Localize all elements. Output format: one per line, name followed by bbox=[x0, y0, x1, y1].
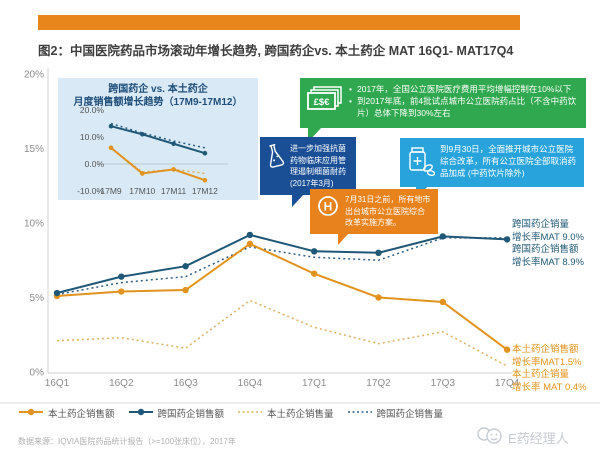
svg-text:5%: 5% bbox=[30, 293, 45, 304]
callout-antibiotic: 进一步加强抗菌药物临床应用管理遏制细菌耐药 (2017年3月) bbox=[260, 137, 356, 208]
chart-legend: 本土药企销售额 跨国药企销售额 本土药企销售量 跨国药企销售量 bbox=[18, 406, 443, 420]
inset-title: 跨国药企 vs. 本土药企 月度销售额增长趋势（17M9-17M12） bbox=[58, 83, 258, 109]
label-mnc-volume-1: 跨国药企销量 bbox=[512, 219, 570, 230]
figure-title: 图2：中国医院药品市场滚动年增长趋势, 跨国药企vs. 本土药企 MAT 16Q… bbox=[38, 44, 514, 58]
callout-tail bbox=[338, 232, 349, 245]
inset-title-line1: 跨国药企 vs. 本土药企 bbox=[108, 84, 208, 95]
legend-item-mnc-sales: 跨国药企销售额 bbox=[128, 406, 225, 420]
legend-item-mnc-volume: 跨国药企销售量 bbox=[347, 406, 444, 420]
svg-text:10.0%: 10.0% bbox=[80, 132, 105, 142]
svg-text:16Q2: 16Q2 bbox=[109, 378, 134, 389]
legend-label: 跨国药企销售量 bbox=[376, 409, 444, 420]
label-mnc-sales-2: 增长率MAT 8.9% bbox=[512, 256, 584, 268]
svg-text:17M12: 17M12 bbox=[192, 186, 218, 196]
local-end-labels: 本土药企销售额 增长率MAT1.5% 本土药企销量 增长率 MAT 0.4% bbox=[512, 344, 600, 394]
callout-fee-control: £$€ 2017年，全国公立医院医疗费用平均增幅控制在10%以下 到2017年底… bbox=[300, 78, 586, 142]
label-local-volume-2: 增长率 MAT 0.4% bbox=[512, 381, 587, 393]
inset-title-line2: 月度销售额增长趋势（17M9-17M12） bbox=[73, 97, 243, 108]
legend-marker-solid-orange bbox=[18, 407, 44, 420]
label-mnc-sales-1: 跨国药企销售额 bbox=[512, 244, 579, 255]
callout-hospital-reform-text: 到9月30日，全面推开城市公立医院综合改革，所有公立医院全部取消药品加成 (中药… bbox=[440, 144, 577, 178]
legend-marker-solid-blue bbox=[128, 407, 154, 420]
label-mnc-volume-2: 增长率MAT 9.0% bbox=[512, 231, 584, 243]
accent-bar bbox=[38, 15, 520, 30]
svg-text:17Q4: 17Q4 bbox=[495, 378, 520, 389]
legend-item-local-volume: 本土药企销售量 bbox=[237, 406, 334, 420]
svg-text:£$€: £$€ bbox=[314, 97, 331, 108]
svg-text:-10.0%: -10.0% bbox=[77, 186, 104, 196]
data-source-note: 数据来源：IQVIA医院药品统计报告（>=100张床位），2017年 bbox=[18, 437, 236, 446]
legend-label: 本土药企销售额 bbox=[48, 409, 115, 420]
svg-text:17M9: 17M9 bbox=[100, 186, 122, 196]
callout-fee-control-text: 2017年，全国公立医院医疗费用平均增幅控制在10%以下 到2017年底，前4批… bbox=[349, 84, 578, 120]
bottom-divider bbox=[0, 402, 600, 404]
callout-tail bbox=[292, 194, 304, 208]
callout-city-plan-text: 7月31日之前，所有地市出台城市公立医院综合改革实施方案。 bbox=[345, 195, 431, 228]
svg-text:10%: 10% bbox=[24, 219, 44, 230]
callout-city-plan: H 7月31日之前，所有地市出台城市公立医院综合改革实施方案。 bbox=[310, 189, 438, 245]
svg-text:20.0%: 20.0% bbox=[80, 105, 105, 115]
legend-label: 本土药企销售量 bbox=[267, 409, 334, 420]
multinational-end-labels: 跨国药企销量 增长率MAT 9.0% 跨国药企销售额 增长率MAT 8.9% bbox=[512, 219, 600, 269]
callout-bullet-1: 2017年，全国公立医院医疗费用平均增幅控制在10%以下 bbox=[349, 84, 578, 96]
svg-text:15%: 15% bbox=[24, 144, 44, 155]
svg-text:16Q4: 16Q4 bbox=[238, 378, 263, 389]
svg-text:17M10: 17M10 bbox=[129, 186, 155, 196]
inset-panel: 跨国药企 vs. 本土药企 月度销售额增长趋势（17M9-17M12） 20.0… bbox=[58, 78, 258, 200]
svg-text:17Q2: 17Q2 bbox=[366, 378, 391, 389]
svg-text:0.0%: 0.0% bbox=[85, 159, 105, 169]
legend-item-local-sales: 本土药企销售额 bbox=[18, 406, 115, 420]
legend-label: 跨国药企销售额 bbox=[157, 409, 225, 420]
svg-text:17M11: 17M11 bbox=[161, 186, 187, 196]
chat-bubbles-icon bbox=[476, 426, 504, 449]
flask-icon bbox=[265, 143, 285, 174]
svg-text:16Q1: 16Q1 bbox=[45, 378, 70, 389]
svg-text:17Q3: 17Q3 bbox=[431, 378, 456, 389]
label-local-sales-2: 增长率MAT1.5% bbox=[512, 356, 582, 368]
legend-marker-dashed-blue bbox=[347, 407, 373, 420]
svg-text:20%: 20% bbox=[24, 70, 44, 81]
label-local-volume-1: 本土药企销量 bbox=[512, 369, 570, 380]
svg-text:H: H bbox=[324, 200, 333, 214]
svg-text:16Q3: 16Q3 bbox=[173, 378, 198, 389]
watermark: E药经理人 bbox=[476, 426, 569, 449]
callout-bullet-2: 到2017年底，前4批试点城市公立医院药占比（不含中药饮片）总体下降到30%左右 bbox=[349, 96, 578, 120]
hospital-icon: H bbox=[316, 194, 340, 223]
svg-text:0%: 0% bbox=[30, 368, 45, 379]
callout-antibiotic-text: 进一步加强抗菌药物临床应用管理遏制细菌耐药 (2017年3月) bbox=[290, 144, 346, 188]
banknotes-icon: £$€ bbox=[306, 84, 344, 119]
label-local-sales-1: 本土药企销售额 bbox=[512, 344, 579, 355]
callout-hospital-reform: 到9月30日，全面推开城市公立医院综合改革，所有公立医院全部取消药品加成 (中药… bbox=[400, 138, 584, 199]
medicine-bottle-icon bbox=[407, 144, 436, 181]
svg-text:17Q1: 17Q1 bbox=[302, 378, 327, 389]
inset-chart: 20.0% 10.0% 0.0% -10.0%17M9 17M10 17M11 17M12 bbox=[77, 105, 228, 196]
watermark-text: E药经理人 bbox=[508, 431, 569, 446]
legend-marker-dashed-orange bbox=[237, 407, 263, 420]
